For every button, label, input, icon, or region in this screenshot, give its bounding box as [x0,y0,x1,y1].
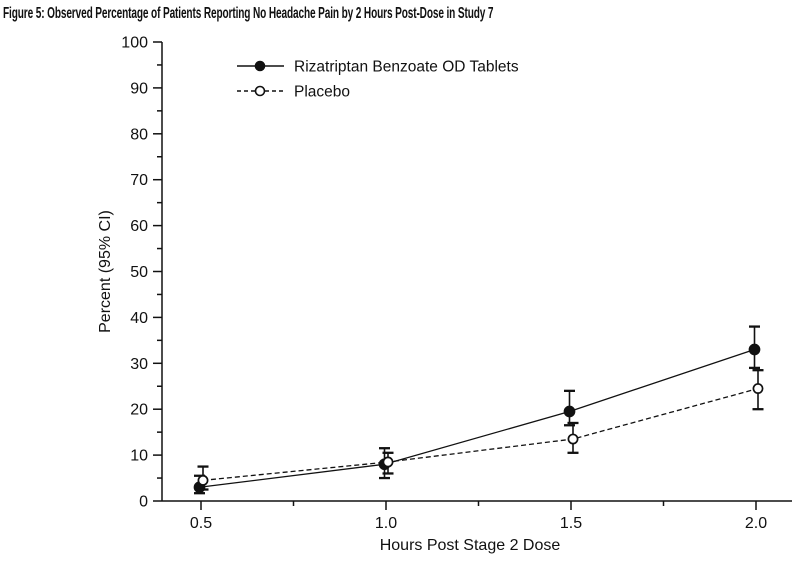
y-tick-label: 30 [130,356,148,373]
data-point-marker [567,433,579,445]
y-tick-label: 90 [130,80,148,97]
x-tick-label: 0.5 [190,515,212,532]
series-line [202,387,759,481]
x-tick-label: 1.5 [560,515,582,532]
series-rizatriptan [193,325,761,495]
y-tick-label: 100 [121,35,148,52]
y-tick-label: 0 [139,494,148,511]
figure-title: Figure 5: Observed Percentage of Patient… [3,5,494,22]
y-axis-title: Percent (95% CI) [97,210,114,333]
x-tick-label: 1.0 [375,515,397,532]
axes [153,41,792,510]
data-point-marker [752,383,764,394]
y-tick-label: 20 [130,402,148,419]
y-tick-label: 70 [130,172,148,189]
y-tick-label: 10 [130,448,148,465]
data-point-marker [563,405,576,418]
x-axis-title: Hours Post Stage 2 Dose [380,537,561,554]
y-tick-label: 40 [130,310,148,327]
legend: Rizatriptan Benzoate OD Tablets Placebo [237,59,519,101]
legend-label: Placebo [294,84,350,101]
y-tick-label: 60 [130,218,148,235]
series-line [199,348,755,488]
data-point-marker [197,474,209,486]
y-tick-label: 50 [130,264,148,281]
x-tick-label: 2.0 [745,515,767,532]
series-placebo [197,369,764,491]
legend-marker [254,85,266,97]
data-point-marker [382,456,394,468]
legend-marker [254,60,266,72]
legend-label: Rizatriptan Benzoate OD Tablets [294,59,519,76]
y-tick-label: 80 [130,126,148,143]
data-point-marker [748,343,761,356]
